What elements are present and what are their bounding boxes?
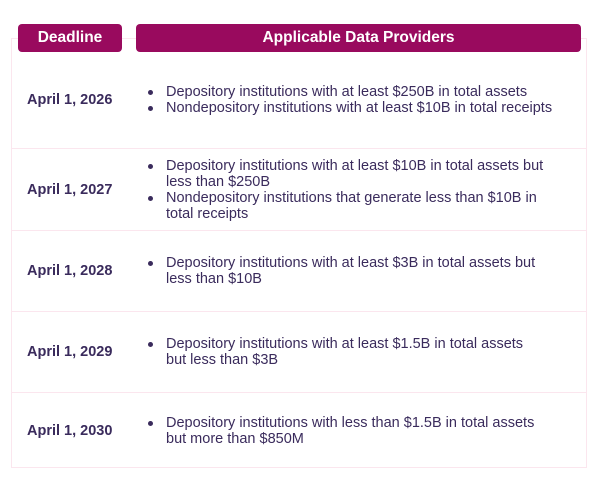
table-row: April 1, 2027 Depository institutions wi…: [11, 148, 587, 230]
header-applicable-data-providers: Applicable Data Providers: [136, 24, 581, 52]
provider-item: Nondepository institutions with at least…: [145, 100, 573, 116]
deadline-date: April 1, 2027: [27, 181, 113, 198]
table-row: April 1, 2030 Depository institutions wi…: [11, 392, 587, 468]
provider-list: Depository institutions with at least $3…: [145, 255, 559, 287]
deadline-date: April 1, 2029: [27, 344, 113, 360]
provider-item: Depository institutions with at least $3…: [145, 255, 559, 287]
deadline-date: April 1, 2030: [27, 422, 113, 439]
table-row: April 1, 2029 Depository institutions wi…: [11, 311, 587, 392]
provider-item: Depository institutions with at least $2…: [145, 84, 573, 100]
provider-item: Nondepository institutions that generate…: [145, 190, 559, 222]
table-row: April 1, 2026 Depository institutions wi…: [11, 52, 587, 148]
provider-list: Depository institutions with at least $1…: [145, 336, 537, 368]
provider-list: Depository institutions with less than $…: [145, 415, 557, 447]
table-row: April 1, 2028 Depository institutions wi…: [11, 230, 587, 311]
provider-list: Depository institutions with at least $1…: [145, 158, 559, 222]
header-deadline: Deadline: [18, 24, 122, 52]
provider-item: Depository institutions with less than $…: [145, 415, 557, 447]
deadline-date: April 1, 2028: [27, 263, 113, 279]
deadline-date: April 1, 2026: [27, 92, 113, 108]
provider-list: Depository institutions with at least $2…: [145, 84, 573, 116]
provider-item: Depository institutions with at least $1…: [145, 158, 559, 190]
provider-item: Depository institutions with at least $1…: [145, 336, 537, 368]
